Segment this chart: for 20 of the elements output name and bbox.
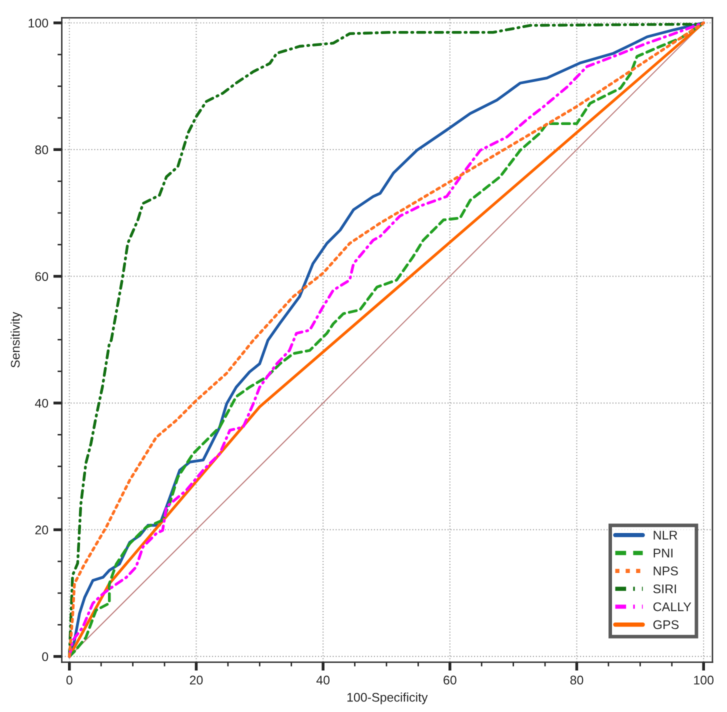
y-axis-title: Sensitivity (10, 312, 22, 368)
x-tick-label: 0 (66, 676, 72, 685)
legend-label: NPS (654, 566, 678, 576)
x-tick-label: 60 (444, 676, 456, 685)
y-tick-label: 80 (35, 145, 48, 154)
x-tick-label: 100 (694, 676, 714, 685)
x-tick-label: 40 (316, 676, 330, 685)
y-tick-label: 0 (42, 652, 48, 662)
x-tick-label: 20 (190, 676, 203, 685)
legend-label: PNI (654, 548, 672, 558)
legend-label: CALLY (653, 602, 692, 612)
x-axis-title: 100-Specificity (347, 692, 428, 704)
legend-label: SIRI (653, 584, 676, 594)
y-tick-label: 40 (34, 398, 48, 408)
y-tick-label: 60 (35, 272, 48, 281)
legend-label: GPS (653, 620, 679, 630)
y-tick-label: 100 (28, 18, 48, 28)
y-tick-label: 20 (35, 526, 48, 534)
x-tick-label: 80 (570, 676, 584, 685)
legend-label: NLR (654, 530, 678, 540)
